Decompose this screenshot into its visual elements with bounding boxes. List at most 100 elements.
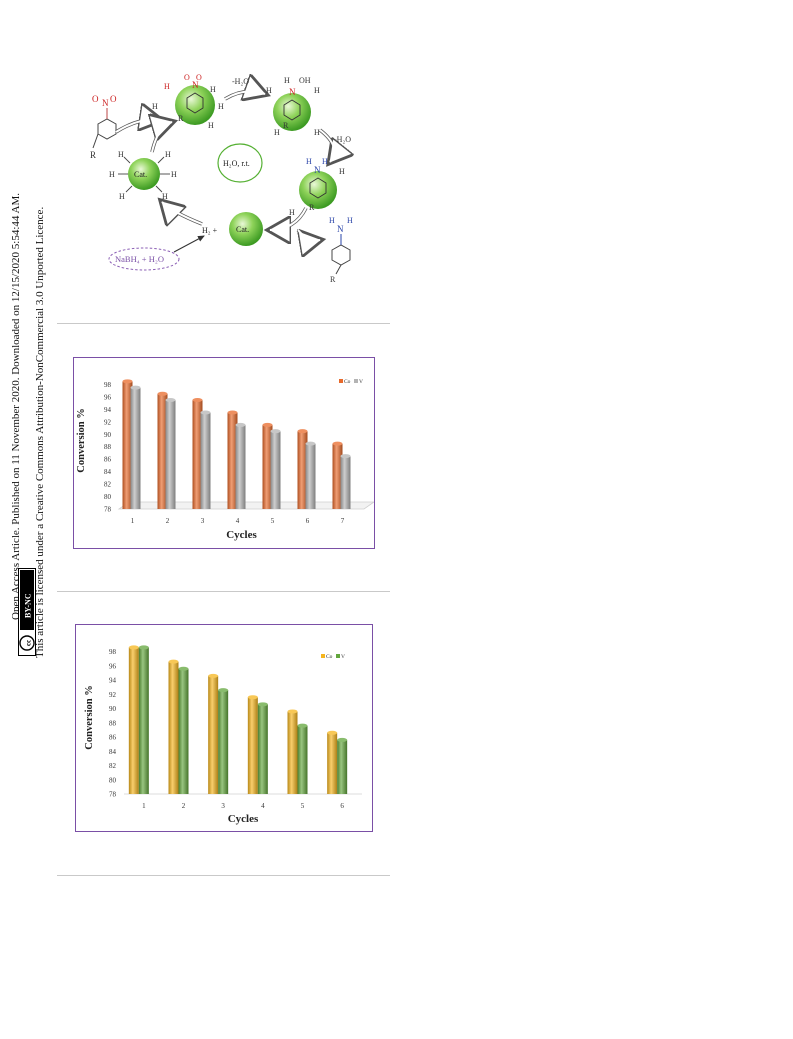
- svg-text:H: H: [284, 76, 290, 85]
- figure-divider-1: [57, 323, 390, 324]
- bar-v-cycle-5: [270, 431, 281, 509]
- y-tick-label: 78: [104, 506, 112, 514]
- svg-text:H: H: [329, 216, 335, 225]
- svg-text:H: H: [171, 170, 177, 179]
- hydride-cat-label: Cat.: [134, 170, 147, 179]
- chart-1-frame: 78 80 82 84 86 88 90 92 94 96 98 Conversion % Cycles…: [73, 357, 376, 549]
- x-tick-label: 4: [236, 517, 240, 525]
- y-tick-label: 80: [109, 776, 117, 784]
- solvent-label: H₂O, r.t.: [223, 159, 250, 168]
- catalyst-ball-free: [229, 212, 263, 246]
- y-tick-label: 92: [109, 691, 117, 699]
- figure-divider-2: [57, 591, 390, 592]
- catalyst-ball-hydroxylamine: [273, 93, 311, 131]
- minus-water-label-2: -H₂O: [334, 135, 351, 144]
- bar-co-cycle-6: [327, 732, 338, 794]
- arrow-hydride-transfer: [152, 122, 172, 153]
- y-tick-label: 98: [104, 381, 112, 389]
- y-tick-label: 92: [104, 418, 112, 426]
- ball2-n: N: [289, 87, 296, 97]
- svg-text:H: H: [322, 157, 328, 166]
- x-tick-label: 2: [166, 517, 170, 525]
- svg-text:H: H: [152, 102, 158, 111]
- aniline-structure: [331, 234, 351, 275]
- reaction-scheme: N O O R H N O O H H H H H R -H₂O N H OH …: [90, 73, 380, 284]
- legend-label-v: V: [359, 379, 363, 385]
- bar-v-cycle-6: [337, 739, 348, 794]
- x-tick-label: 6: [340, 802, 344, 810]
- bar-v-cycle-2: [178, 668, 189, 794]
- svg-text:H: H: [164, 82, 170, 91]
- y-tick-label: 90: [104, 431, 112, 439]
- svg-text:H: H: [347, 216, 353, 225]
- legend-label-v: V: [341, 654, 345, 660]
- svg-text:H: H: [165, 150, 171, 159]
- y-tick-label: 88: [109, 719, 117, 727]
- y-axis-title: Conversion %: [76, 408, 87, 472]
- bar-top-co-cycle-1: [128, 645, 139, 650]
- bar-co-cycle-2: [168, 661, 179, 794]
- y-tick-label: 84: [104, 468, 112, 476]
- catalyst-ball-amine: [299, 171, 337, 209]
- chart-2-frame: 78 80 82 84 86 88 90 92 94 96 98 Conversion % Cycles…: [75, 624, 373, 832]
- bar-top-v-cycle-2: [178, 666, 189, 671]
- bar-top-co-cycle-4: [247, 695, 258, 700]
- x-tick-label: 1: [131, 517, 135, 525]
- x-tick-label: 1: [142, 802, 146, 810]
- reagent-ellipse: [108, 247, 180, 271]
- bar-co-cycle-4: [227, 412, 238, 509]
- y-tick-label: 96: [109, 662, 117, 670]
- bar-co-cycle-6: [297, 431, 308, 509]
- svg-text:R: R: [178, 114, 184, 123]
- cc-by-nc-badge[interactable]: cc BY-NC: [18, 568, 36, 656]
- cc-symbol: cc: [25, 640, 33, 646]
- svg-text:R: R: [283, 121, 289, 130]
- nitro-o1: O: [92, 94, 99, 104]
- bar-top-v-cycle-4: [257, 702, 268, 707]
- bar-top-v-cycle-5: [297, 723, 308, 728]
- svg-text:H: H: [314, 128, 320, 137]
- y-tick-label: 78: [109, 791, 117, 799]
- bar-v-cycle-7: [340, 456, 351, 509]
- bar-v-cycle-1: [138, 647, 149, 794]
- reagent-label: NaBH₄ + H₂O: [115, 254, 164, 264]
- bar-top-co-cycle-4: [227, 410, 238, 415]
- svg-text:O: O: [184, 73, 190, 82]
- x-tick-label: 2: [182, 802, 186, 810]
- x-tick-label: 5: [271, 517, 275, 525]
- legend-swatch-v: [354, 379, 358, 383]
- bar-top-co-cycle-6: [297, 429, 308, 434]
- bar-v-cycle-2: [165, 400, 176, 509]
- bar-top-co-cycle-5: [262, 422, 273, 427]
- bar-top-v-cycle-1: [138, 645, 149, 650]
- bar-co-cycle-1: [122, 381, 133, 509]
- y-tick-label: 98: [109, 648, 117, 656]
- bar-v-cycle-3: [218, 690, 229, 794]
- figure-divider-3: [57, 875, 390, 876]
- y-tick-label: 90: [109, 705, 117, 713]
- h2-label: H₂ +: [202, 226, 218, 235]
- y-tick-label: 96: [104, 393, 112, 401]
- arrow-reagent: [173, 235, 205, 253]
- svg-text:H: H: [339, 167, 345, 176]
- bar-top-v-cycle-3: [218, 688, 229, 693]
- svg-text:H: H: [208, 121, 214, 130]
- chart-2: 78 80 82 84 86 88 90 92 94 96 98 Conversion % Cycles…: [84, 645, 362, 825]
- bar-co-cycle-5: [262, 424, 273, 509]
- bar-top-v-cycle-7: [340, 454, 351, 459]
- svg-text:R: R: [309, 203, 315, 212]
- legend-label-co: Co: [326, 654, 333, 660]
- y-tick-label: 80: [104, 493, 112, 501]
- svg-text:H: H: [218, 102, 224, 111]
- y-tick-label: 82: [104, 481, 112, 489]
- bar-top-co-cycle-1: [122, 379, 133, 384]
- nitroarene-structure: [92, 108, 117, 149]
- legend-swatch-co: [339, 379, 343, 383]
- svg-text:H: H: [289, 208, 295, 217]
- svg-text:H: H: [266, 86, 272, 95]
- cc-icon: [19, 635, 35, 651]
- bar-co-cycle-5: [287, 711, 298, 794]
- bar-co-cycle-3: [208, 675, 219, 794]
- svg-text:H: H: [274, 128, 280, 137]
- bar-top-v-cycle-2: [165, 398, 176, 403]
